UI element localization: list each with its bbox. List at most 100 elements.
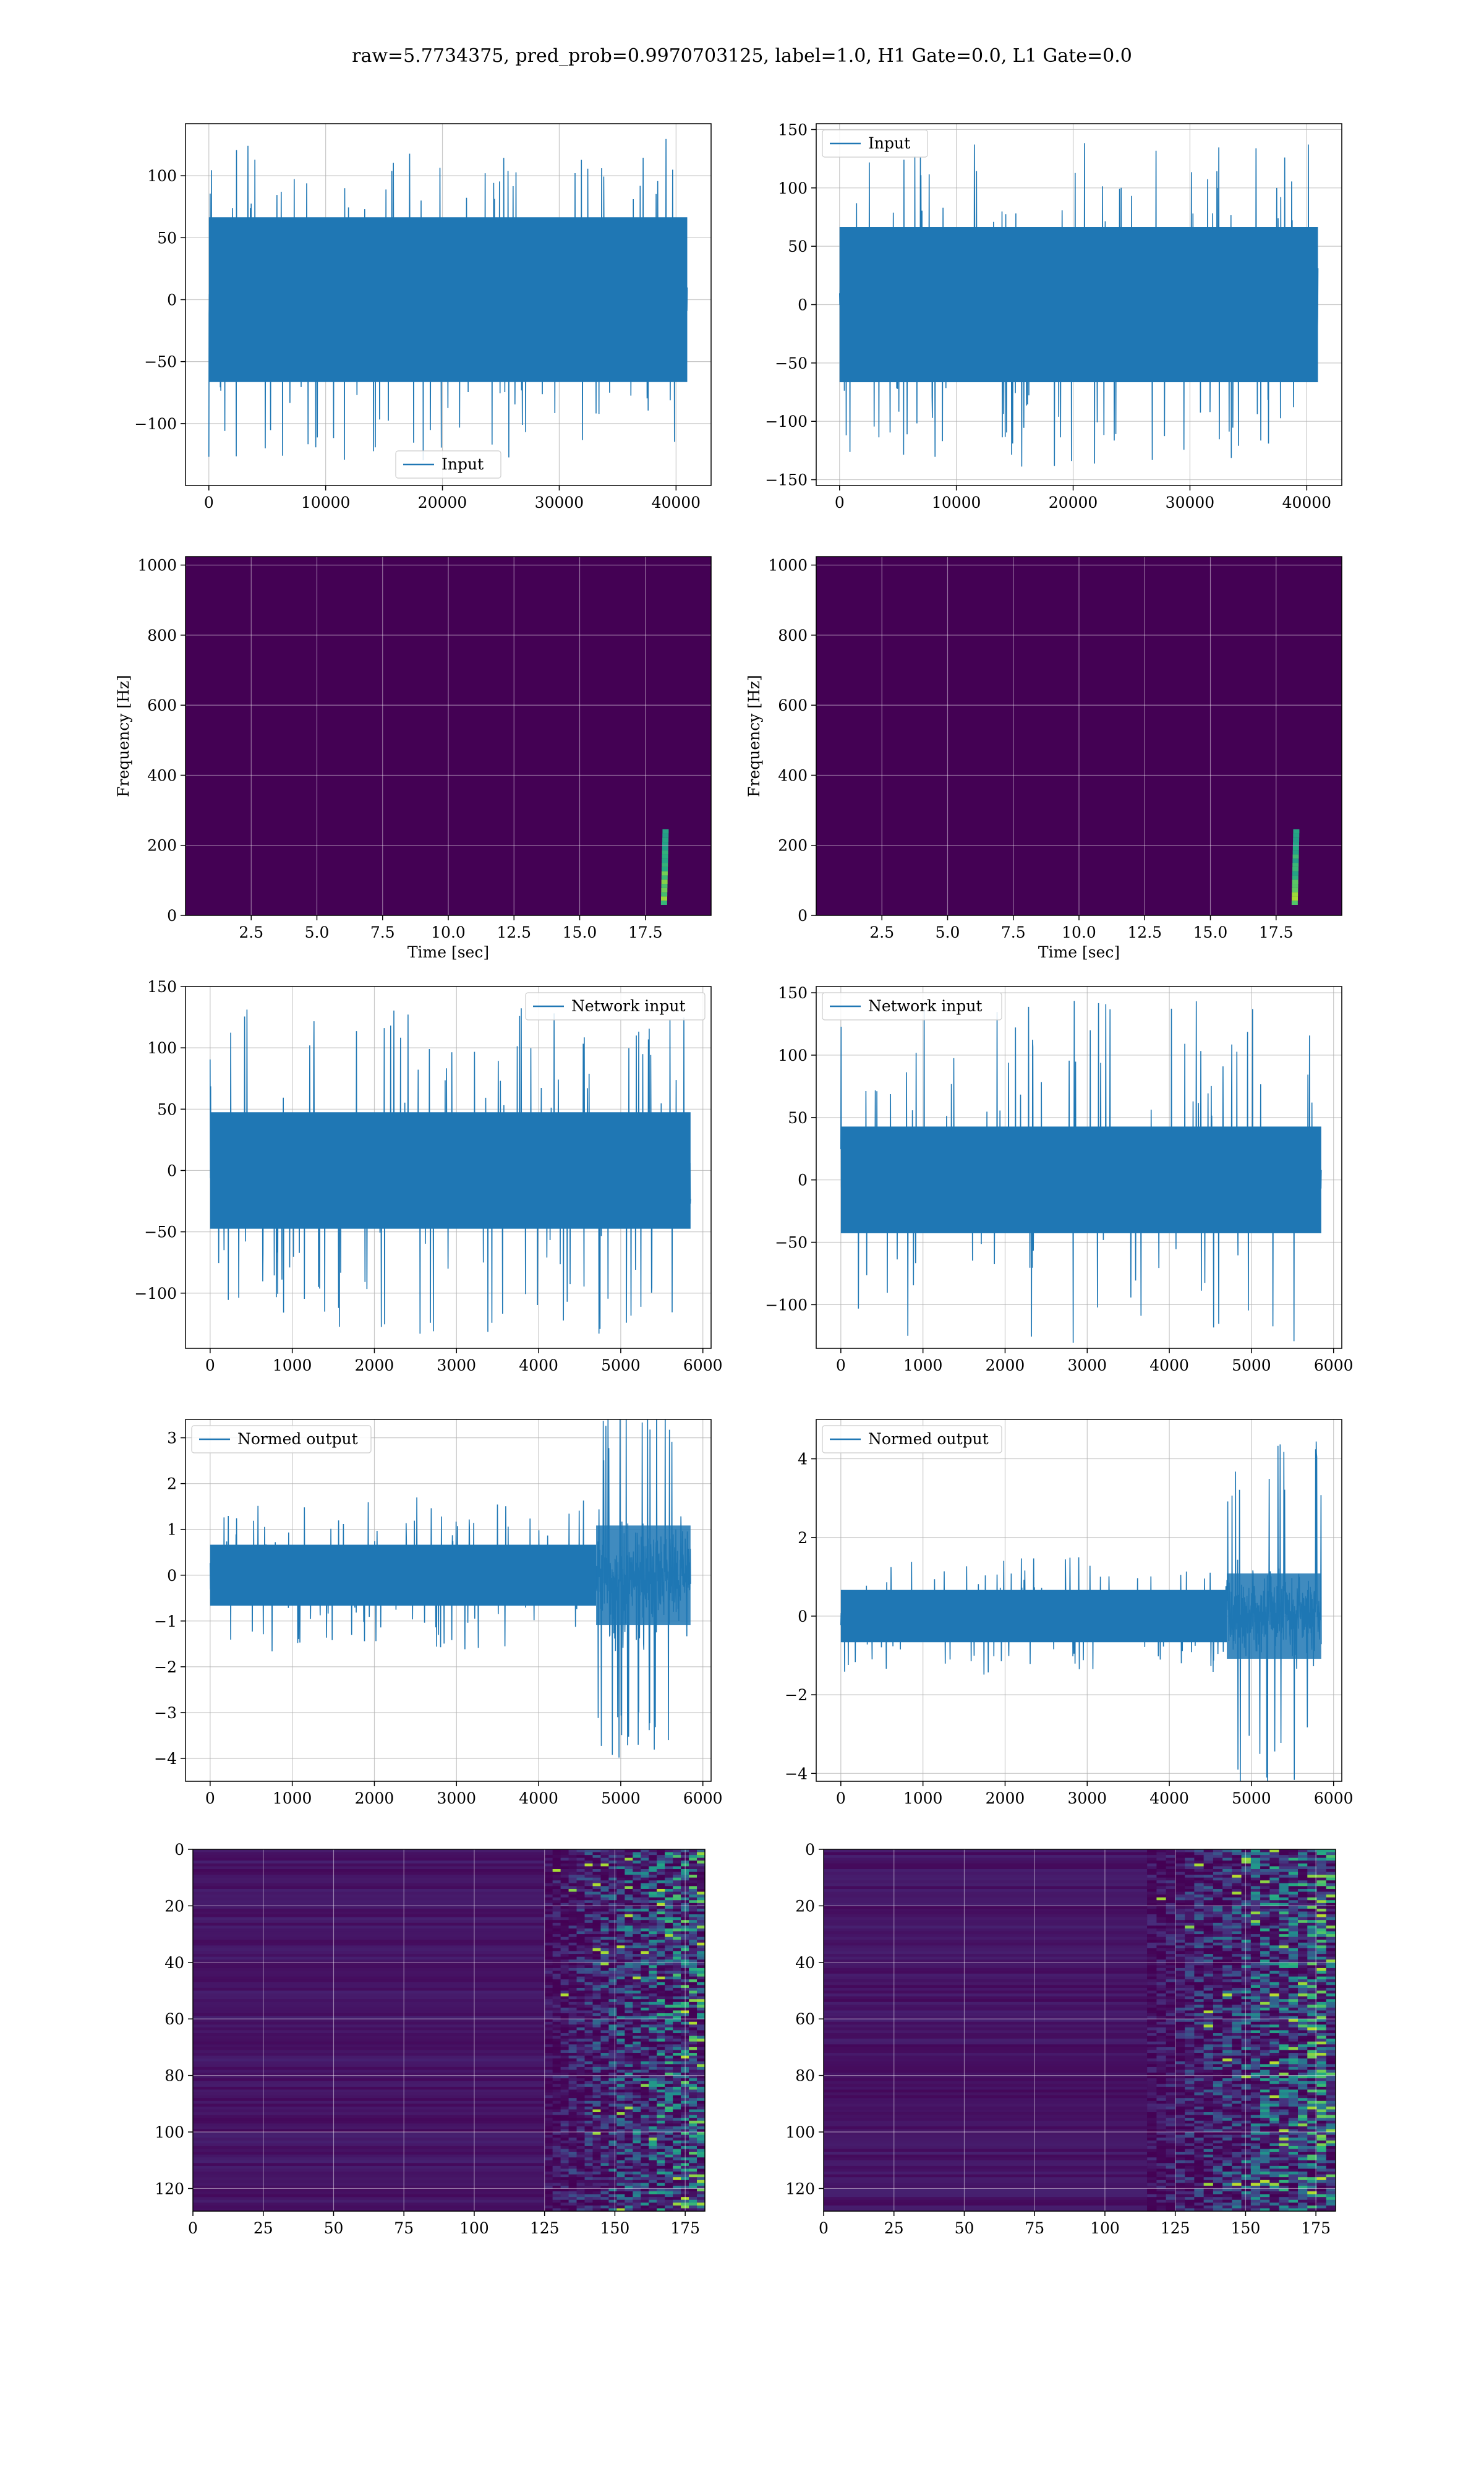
y-tick-label: 50 — [788, 1109, 808, 1127]
x-tick-label: 75 — [394, 2219, 414, 2237]
x-tick-label: 15.0 — [563, 923, 597, 941]
x-tick-label: 0 — [836, 1356, 846, 1374]
l1-normed-output-panel: Normed output 0 1000 2000 3000 4000 5000 6000 −4… — [785, 1419, 1354, 1807]
y-tick-label: 150 — [778, 121, 808, 139]
x-tick-label: 5.0 — [305, 923, 330, 941]
x-tick-label: 50 — [955, 2219, 974, 2237]
y-tick-label: 200 — [778, 837, 808, 855]
y-tick-label: −2 — [785, 1686, 808, 1704]
y-tick-label: 80 — [164, 2067, 184, 2085]
y-tick-label: −100 — [765, 413, 808, 430]
y-tick-label: 1000 — [768, 557, 808, 575]
y-tick-label: 100 — [147, 167, 177, 185]
y-tick-label: −100 — [134, 415, 177, 433]
x-tick-label: 100 — [1090, 2219, 1120, 2237]
x-tick-label: 10000 — [932, 494, 981, 511]
l1-normed-output-series-band — [840, 1590, 1227, 1643]
h1-input-legend: Input — [395, 450, 501, 479]
h1-normed-output-legend: Normed output — [191, 1425, 372, 1453]
h1-spectrogram-background — [186, 557, 711, 915]
y-axis-label: Frequency [Hz] — [114, 675, 132, 797]
y-tick-label: 400 — [147, 766, 177, 784]
h1-input-series-band — [208, 217, 688, 382]
x-tick-label: 15.0 — [1193, 923, 1228, 941]
x-tick-label: 25 — [884, 2219, 904, 2237]
x-tick-label: 4000 — [1149, 1356, 1189, 1374]
x-tick-label: 3000 — [437, 1356, 476, 1374]
l1-feature-map-panel: 0 25 50 75 100 125 150 175 0 20 40 60 80 100 120 — [785, 1841, 1336, 2237]
y-tick-label: 0 — [167, 291, 177, 309]
l1-spectrogram-background — [816, 557, 1342, 915]
x-tick-label: 0 — [819, 2219, 829, 2237]
x-tick-label: 10.0 — [431, 923, 466, 941]
figure-title: raw=5.7734375, pred_prob=0.9970703125, l… — [352, 45, 1132, 67]
y-tick-label: −4 — [154, 1750, 177, 1768]
y-tick-label: 100 — [785, 2123, 815, 2141]
legend-label: Network input — [868, 997, 982, 1015]
x-tick-label: 20000 — [418, 494, 467, 511]
y-tick-label: −150 — [765, 471, 808, 489]
y-tick-label: −100 — [134, 1285, 177, 1303]
x-tick-label: 12.5 — [1127, 923, 1162, 941]
x-tick-label: 1000 — [903, 1789, 943, 1807]
x-tick-label: 2000 — [355, 1356, 394, 1374]
x-tick-label: 3000 — [1067, 1789, 1107, 1807]
y-tick-label: 50 — [157, 1100, 177, 1118]
x-tick-label: 175 — [1301, 2219, 1331, 2237]
x-tick-label: 2000 — [355, 1789, 394, 1807]
x-tick-label: 12.5 — [497, 923, 531, 941]
y-tick-label: 0 — [174, 1841, 184, 1859]
x-tick-label: 150 — [600, 2219, 630, 2237]
h1-feature-map-axes-frame — [192, 1849, 706, 2212]
legend-label: Input — [441, 455, 484, 473]
x-tick-label: 1000 — [903, 1356, 943, 1374]
x-tick-label: 125 — [1161, 2219, 1190, 2237]
x-tick-label: 25 — [254, 2219, 273, 2237]
x-tick-label: 2000 — [986, 1356, 1025, 1374]
h1-network-input-legend: Network input — [525, 992, 706, 1021]
legend-label: Normed output — [868, 1430, 989, 1448]
y-tick-label: 50 — [157, 229, 177, 247]
x-tick-label: 75 — [1025, 2219, 1044, 2237]
h1-normed-output-panel: Normed output 0 1000 2000 3000 4000 5000 6000 −4… — [154, 1419, 723, 1807]
h1-network-input-series-band — [210, 1112, 691, 1229]
h1-normed-output-series-band — [210, 1544, 597, 1606]
legend-label: Normed output — [237, 1430, 358, 1448]
y-tick-label: 600 — [778, 696, 808, 714]
x-tick-label: 2.5 — [869, 923, 894, 941]
l1-network-input-series-band — [840, 1126, 1321, 1233]
y-tick-label: 20 — [164, 1897, 184, 1915]
l1-spectrogram-cells — [1291, 829, 1300, 905]
y-tick-label: 200 — [147, 837, 177, 855]
y-tick-label: −4 — [785, 1765, 808, 1783]
h1-network-input-axes-frame — [185, 986, 712, 1349]
x-tick-label: 7.5 — [1001, 923, 1026, 941]
x-tick-label: 0 — [188, 2219, 198, 2237]
x-tick-label: 6000 — [683, 1356, 723, 1374]
y-tick-label: 800 — [147, 627, 177, 644]
l1-network-input-legend: Network input — [822, 992, 1002, 1021]
x-tick-label: 5000 — [601, 1356, 641, 1374]
l1-input-legend: Input — [822, 129, 928, 158]
x-tick-label: 50 — [324, 2219, 344, 2237]
y-tick-label: 100 — [778, 179, 808, 197]
y-tick-label: 0 — [167, 1567, 177, 1585]
y-tick-label: 50 — [788, 238, 808, 255]
x-tick-label: 1000 — [273, 1356, 312, 1374]
y-tick-label: −3 — [154, 1704, 177, 1722]
x-tick-label: 6000 — [1314, 1356, 1354, 1374]
x-tick-label: 150 — [1231, 2219, 1261, 2237]
x-tick-label: 1000 — [273, 1789, 312, 1807]
h1-normed-output-series-burst — [596, 1525, 691, 1625]
x-tick-label: 3000 — [437, 1789, 476, 1807]
y-tick-label: 150 — [147, 978, 177, 996]
x-tick-label: 175 — [670, 2219, 700, 2237]
y-tick-label: 2 — [798, 1529, 808, 1547]
y-tick-label: 4 — [798, 1450, 808, 1468]
x-tick-label: 7.5 — [370, 923, 395, 941]
y-tick-label: 100 — [778, 1047, 808, 1064]
y-tick-label: 2 — [167, 1475, 177, 1493]
y-tick-label: −2 — [154, 1658, 177, 1676]
